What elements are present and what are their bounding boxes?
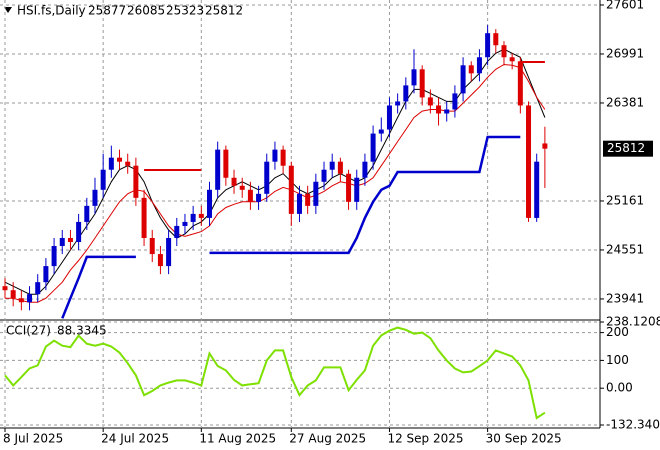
x-tick-label: 11 Aug 2025 [199, 432, 276, 446]
candle-body [411, 69, 417, 86]
candle-body [207, 189, 212, 218]
candle-body [272, 149, 278, 162]
candle-body [43, 266, 49, 283]
y-tick-label: 200 [606, 325, 629, 339]
ohlc-close: 25812 [205, 4, 243, 18]
candle-body [436, 105, 442, 114]
candle-body [149, 237, 155, 255]
candle-body [493, 33, 499, 46]
candle-body [67, 237, 73, 243]
candle-body [288, 165, 294, 214]
candle-body [215, 149, 221, 190]
candle-body [386, 105, 392, 130]
candle-body [18, 298, 24, 303]
y-tick-label: 25161 [606, 193, 644, 207]
candle-body [526, 105, 532, 218]
candle-body [239, 185, 245, 190]
y-tick-label: 27601 [606, 0, 644, 11]
x-tick-label: 24 Jul 2025 [101, 432, 169, 446]
candle-body [542, 143, 548, 149]
candle-body [427, 97, 433, 106]
candle-body [321, 169, 327, 182]
y-tick-label: 100 [606, 353, 629, 367]
candle-body [346, 173, 352, 202]
x-tick-label: 30 Sep 2025 [486, 432, 562, 446]
y-tick-label: 26991 [606, 46, 644, 60]
x-tick-label: 8 Jul 2025 [3, 432, 63, 446]
candle-body [468, 65, 474, 74]
candle-body [517, 61, 523, 106]
candle-body [35, 282, 41, 295]
candle-body [174, 225, 180, 238]
candle-body [133, 165, 139, 198]
candle-body [264, 161, 270, 194]
candle-body [313, 181, 319, 206]
cci-title: CCI(27) [6, 324, 51, 338]
candle-body [337, 161, 343, 174]
candle-body [84, 205, 90, 222]
candle-body [108, 157, 114, 170]
candle-body [305, 193, 311, 206]
candle-body [444, 109, 450, 114]
candle-body [182, 221, 188, 226]
candle-body [157, 254, 163, 267]
candle-body [329, 161, 335, 170]
candle-body [485, 33, 491, 58]
ohlc-high: 26085 [127, 4, 165, 18]
ohlc-open: 25877 [88, 4, 126, 18]
candle-body [59, 237, 65, 247]
candle-body [476, 57, 482, 74]
candle-body [190, 213, 196, 222]
candle-body [256, 193, 262, 202]
cci-value: 88.3345 [57, 324, 107, 338]
candle-body [51, 246, 57, 267]
candle-body [362, 161, 368, 178]
y-tick-label: -132.3402 [606, 418, 660, 432]
candle-body [509, 57, 515, 62]
candle-body [223, 149, 229, 178]
candle-body [125, 161, 131, 166]
candle-body [534, 161, 540, 218]
candle-body [501, 45, 507, 58]
candle-body [378, 129, 384, 134]
y-tick-label: 26381 [606, 95, 644, 109]
candle-body [280, 149, 286, 166]
x-tick-label: 12 Sep 2025 [387, 432, 463, 446]
candle-body [10, 290, 16, 299]
symbol-title: HSI.fs,Daily [17, 4, 86, 18]
last-price-box [603, 140, 653, 157]
cci-line [4, 326, 546, 420]
last-price-label: 25812 [607, 141, 645, 155]
candle-body [141, 197, 147, 238]
indicator-line [61, 255, 136, 319]
candle-body [370, 133, 376, 162]
y-tick-label: 0.00 [606, 381, 633, 395]
candle-body [395, 101, 401, 106]
candle-body [117, 157, 123, 162]
candle-body [419, 69, 425, 98]
candle-body [460, 65, 466, 94]
candle-body [92, 189, 98, 206]
y-tick-label: 238.1208 [606, 315, 660, 329]
x-tick-label: 27 Aug 2025 [289, 432, 366, 446]
candle-body [231, 177, 237, 186]
candle-body [2, 286, 8, 291]
y-tick-label: 23941 [606, 291, 644, 305]
candle-body [100, 169, 106, 190]
candle-body [354, 177, 360, 202]
candle-body [296, 193, 302, 214]
candle-body [452, 93, 458, 110]
candle-body [198, 213, 204, 218]
ohlc-low: 25323 [166, 4, 204, 18]
y-tick-label: 24551 [606, 242, 644, 256]
candle-body [76, 221, 82, 243]
candle-body [166, 237, 172, 267]
candle-body [27, 294, 33, 303]
candle-body [247, 189, 253, 202]
indicator-line [209, 135, 521, 255]
menu-triangle[interactable] [4, 7, 12, 13]
candle-body [403, 85, 409, 102]
